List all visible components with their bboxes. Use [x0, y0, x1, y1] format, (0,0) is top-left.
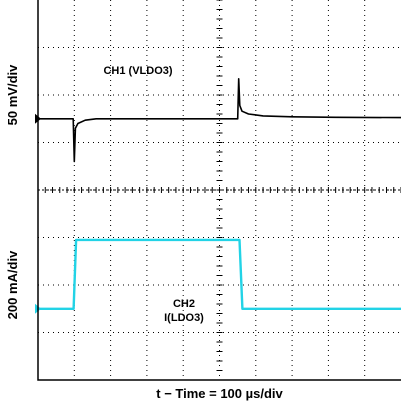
- ch1-scale-label: 50 mV/div: [5, 64, 20, 125]
- trace-ch1: [38, 78, 401, 163]
- ch2-label: CH2: [173, 298, 195, 310]
- x-axis-label: t − Time = 100 µs/div: [156, 386, 283, 401]
- ch1-label: CH1 (VLDO3): [103, 65, 172, 77]
- trace-ch2: [38, 238, 401, 310]
- plot-frame: [37, 0, 401, 381]
- channel-labels: CH1 (VLDO3) CH2 I(LDO3): [103, 65, 204, 324]
- ch2-label: I(LDO3): [164, 312, 204, 324]
- ch2-scale-label: 200 mA/div: [5, 250, 20, 319]
- grid: [37, 0, 401, 381]
